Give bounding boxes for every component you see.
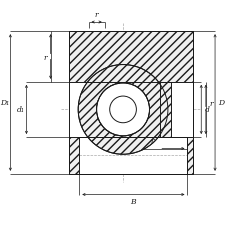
Text: D₁: D₁ [0, 99, 9, 107]
Text: B: B [130, 198, 136, 206]
Text: d₁: d₁ [16, 106, 24, 114]
Text: D: D [217, 99, 223, 107]
Text: r: r [150, 137, 153, 145]
Text: d: d [204, 106, 209, 114]
Text: r: r [94, 11, 98, 19]
Text: r: r [208, 100, 212, 108]
Circle shape [96, 84, 149, 136]
Bar [69, 32, 192, 174]
Circle shape [109, 97, 136, 123]
Text: r: r [44, 53, 47, 61]
Bar [79, 137, 187, 174]
Bar [159, 82, 171, 137]
Wedge shape [78, 65, 167, 155]
Bar [69, 82, 192, 137]
